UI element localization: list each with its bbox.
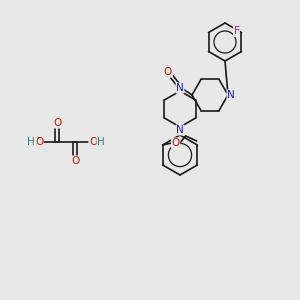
Text: O: O	[53, 118, 61, 128]
Text: F: F	[233, 26, 239, 37]
Text: O: O	[71, 156, 79, 166]
Text: H: H	[97, 137, 105, 147]
Text: H: H	[27, 137, 35, 147]
Text: O: O	[89, 137, 97, 147]
Text: O: O	[172, 138, 180, 148]
Text: O: O	[35, 137, 43, 147]
Text: O: O	[164, 67, 172, 77]
Text: N: N	[176, 83, 184, 93]
Text: N: N	[176, 125, 184, 135]
Text: N: N	[227, 90, 235, 100]
